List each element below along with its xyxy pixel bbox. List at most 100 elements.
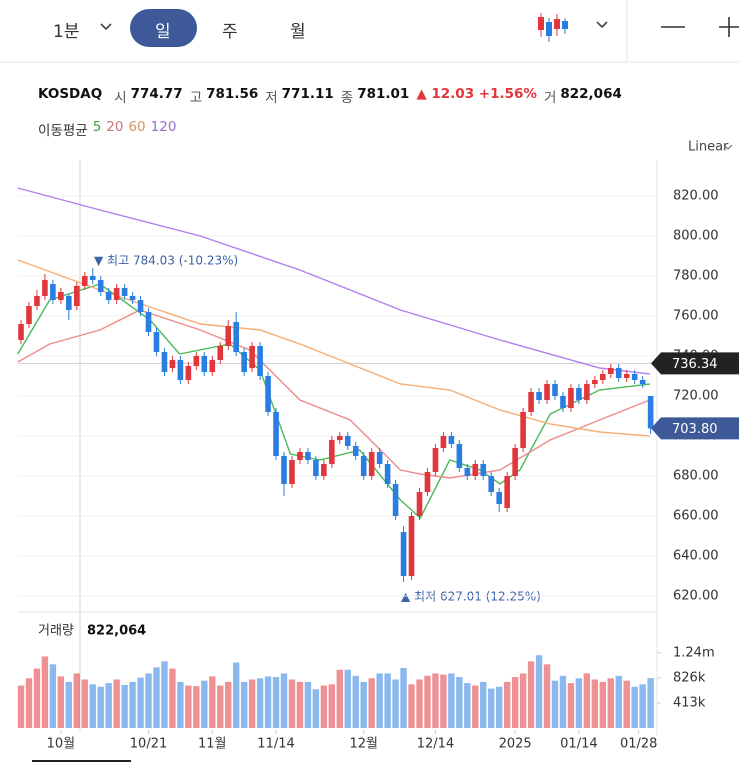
volume-bar [503, 681, 511, 728]
quote-label: 종 [340, 90, 354, 106]
candle-body [81, 276, 88, 286]
volume-bar [344, 669, 351, 728]
candle-body [73, 286, 80, 306]
candle-body [321, 464, 327, 476]
high-annotation: ▼ 최고 784.03 (-10.23%) [94, 254, 238, 268]
volume-bar [384, 673, 391, 728]
volume-bar [256, 678, 264, 728]
legend: 이동평균 5 20 60 120 [38, 119, 176, 139]
volume-bar [312, 689, 320, 728]
legend-entry: 60 [128, 119, 146, 135]
candle-body [177, 360, 184, 380]
y2-tick-label: 1.24m [673, 645, 715, 660]
candle-body [66, 296, 72, 310]
quote-header: KOSDAQ 시 774.77 고 781.56 저 771.11 종 781.01 ▲… [38, 86, 625, 106]
zoom-in[interactable] [719, 17, 739, 37]
volume-bar [240, 681, 248, 728]
volume-bar [304, 681, 312, 728]
volume-bar [105, 683, 112, 728]
volume-bar [551, 680, 559, 728]
candle-body [448, 436, 455, 444]
quote-label: 거 [543, 90, 557, 106]
volume-bar [161, 661, 168, 728]
volume-bar [519, 673, 527, 728]
symbol: KOSDAQ [38, 86, 103, 102]
candle-body [249, 346, 255, 368]
candle-body [352, 446, 359, 456]
dropdown-caret[interactable] [723, 144, 733, 150]
volume-bar [232, 662, 240, 728]
period-pill[interactable] [130, 9, 197, 47]
volume-bar [591, 679, 599, 728]
candle-body [257, 346, 263, 376]
volume-bar [201, 680, 208, 728]
x-tick-label: 2025 [499, 737, 532, 752]
candle-body [400, 532, 407, 576]
candle-body [512, 448, 518, 476]
volume-bar [575, 678, 583, 728]
x-tick-label: 10/21 [130, 737, 167, 752]
candle-icon[interactable] [538, 13, 568, 42]
volume-bar [209, 676, 216, 728]
dropdown-caret[interactable] [596, 21, 608, 29]
last-price-tag: 703.80 [672, 422, 718, 437]
candle-body [89, 276, 96, 280]
volume-bar [113, 679, 120, 728]
volume-bar [17, 685, 25, 728]
candle-body [129, 296, 136, 300]
scale-label[interactable]: Linear [688, 140, 729, 155]
legend-entry: 20 [106, 119, 124, 135]
volume-bar [360, 681, 367, 728]
candle-body [217, 346, 224, 360]
volume-bar [25, 678, 33, 728]
candle-body [281, 456, 287, 484]
y-tick-label: 760.00 [673, 309, 719, 324]
moving-average-line [17, 309, 651, 479]
volume-bar [480, 681, 487, 728]
volume-bar [607, 678, 614, 728]
volume-bar [543, 664, 551, 728]
volume-bar [97, 686, 104, 728]
volume-bar [177, 681, 184, 728]
volume-bar [272, 677, 280, 728]
volume-bar [599, 681, 607, 728]
volume-bar [440, 674, 447, 728]
volume-bar [472, 685, 479, 728]
candle-body [560, 396, 566, 408]
volume-bar [615, 675, 622, 728]
volume-bar [121, 684, 128, 728]
y2-tick-label: 413k [673, 695, 706, 710]
volume-bar [328, 684, 336, 728]
y-tick-label: 820.00 [673, 189, 719, 204]
moving-average-line [17, 259, 650, 437]
volume-bar [280, 673, 288, 728]
candle-body [488, 476, 495, 492]
volume-bar [567, 683, 575, 728]
volume-bar [432, 673, 439, 728]
volume-bar [129, 681, 136, 728]
dropdown-caret[interactable] [100, 23, 112, 31]
period[interactable]: 월 [290, 22, 306, 42]
x-tick-label: 01/28 [620, 737, 657, 752]
candle-body [639, 380, 646, 384]
period[interactable]: 주 [222, 22, 238, 42]
candle-body [440, 436, 447, 448]
candle-body [121, 288, 128, 296]
candle-body [97, 280, 104, 292]
candle-body [337, 436, 343, 440]
candle-body [376, 452, 383, 464]
y-tick-label: 640.00 [673, 549, 719, 564]
candle-body [313, 460, 319, 476]
candle-body [233, 322, 239, 352]
moving-average-line [17, 283, 650, 520]
candle-body [432, 448, 439, 472]
candle-body [592, 380, 598, 384]
volume-bar [623, 680, 630, 728]
period[interactable]: 1분 [53, 22, 80, 42]
period[interactable]: 일 [155, 22, 171, 42]
volume-bar [217, 685, 224, 728]
legend-entry: 5 [92, 119, 102, 135]
volume-bar [392, 679, 399, 728]
